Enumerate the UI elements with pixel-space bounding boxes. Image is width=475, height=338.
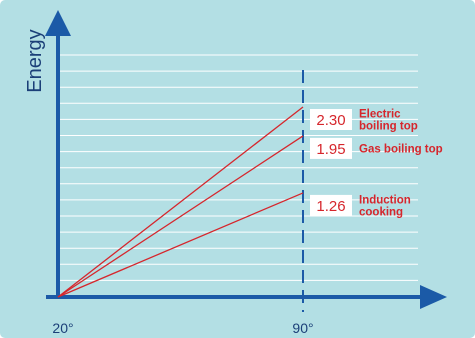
series-label: Gas boiling top [359, 143, 443, 155]
series-line [57, 135, 304, 298]
series-label: Electric boiling top [359, 109, 418, 133]
value-label-box [310, 109, 352, 130]
series-label-line: Electric [359, 109, 401, 121]
value-label-box [310, 194, 352, 216]
y-axis-title: Energy [24, 29, 46, 92]
y-axis-arrow [45, 10, 71, 36]
series-label-line: boiling top [359, 121, 418, 133]
series-label: Induction cooking [359, 194, 411, 218]
series-label-line: Induction [359, 194, 411, 206]
x-axis-arrow [420, 285, 447, 309]
data-label: 1.26 [316, 198, 345, 215]
series-label-line: Gas boiling top [359, 143, 443, 155]
series-label-line: cooking [359, 206, 403, 218]
data-label: 1.95 [316, 141, 345, 158]
x-tick-label: 20° [52, 320, 73, 336]
value-label-box [310, 137, 352, 159]
series-line [57, 106, 304, 298]
x-tick-label: 90° [292, 320, 313, 336]
series-line [57, 192, 304, 298]
data-label: 2.30 [316, 112, 345, 129]
